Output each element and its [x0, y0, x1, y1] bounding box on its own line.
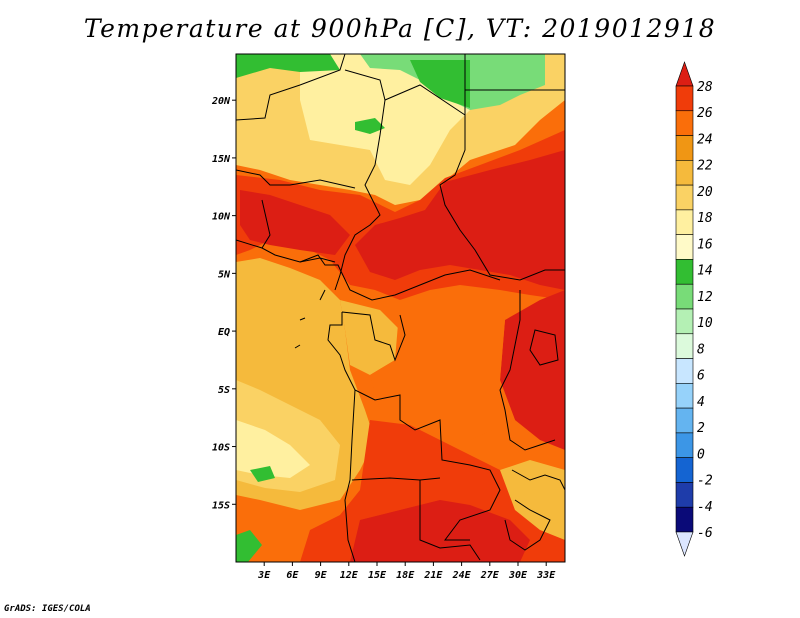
colorbar-level-label: -2 [697, 474, 713, 489]
lat-tick-label: 15N [212, 154, 231, 165]
colorbar-box [675, 383, 694, 409]
lat-tick-label: EQ [218, 327, 230, 338]
border-line [344, 54, 466, 116]
colorbar-box [675, 506, 694, 533]
border-line [294, 289, 326, 349]
colorbar-box [675, 184, 694, 211]
colorbar-level-label: 16 [697, 237, 713, 252]
border-line [504, 499, 551, 551]
colorbar-box [675, 283, 694, 310]
country-borders [236, 54, 565, 562]
longitude-axis: 3E 6E 9E 12E 15E 18E 21E 24E 27E 30E 33E [257, 562, 556, 581]
temperature-field [236, 54, 565, 562]
field-green-spot [355, 118, 385, 134]
colorbar-box [675, 160, 694, 186]
border-line [439, 115, 565, 281]
chart-title: Temperature at 900hPa [C], VT: 201901291… [83, 14, 717, 43]
field-green-sw [236, 530, 262, 562]
lon-tick-label: 9E [315, 570, 328, 581]
colorbar-level-label: -4 [697, 500, 713, 515]
colorbar-box [675, 110, 694, 136]
colorbar-box [675, 432, 694, 458]
lat-tick-label: 15S [212, 500, 230, 511]
colorbar-box [675, 482, 694, 508]
colorbar-box [675, 308, 694, 335]
field-east-hot [500, 290, 565, 450]
lon-tick-label: 33E [536, 570, 556, 581]
field-south-hottest [350, 500, 530, 562]
colorbar-top-triangle [675, 61, 694, 87]
field-green-w [250, 466, 275, 482]
credit-text: GrADS: IGES/COLA [4, 604, 91, 614]
colorbar-level-label: 22 [697, 159, 713, 174]
border-line [341, 311, 406, 362]
border-line [261, 199, 271, 249]
colorbar-box [675, 135, 694, 161]
lon-tick-label: 18E [396, 570, 415, 581]
border-line [299, 254, 501, 301]
field-green-ne-dark [410, 60, 470, 108]
border-line [319, 257, 336, 263]
lat-tick-label: 20N [211, 96, 231, 107]
border-line [327, 312, 501, 541]
colorbar-level-label: 0 [697, 447, 705, 462]
map-frame [235, 53, 566, 563]
colorbar-level-label: 2 [697, 421, 705, 436]
colorbar-level-label: 20 [697, 185, 713, 200]
colorbar-level-label: 24 [697, 132, 713, 147]
colorbar-box [675, 85, 694, 112]
lat-tick-label: 5N [218, 269, 231, 280]
border-line [419, 480, 481, 561]
lon-tick-label: 3E [257, 570, 271, 581]
colorbar-level-label: 8 [697, 342, 705, 357]
border-line [334, 99, 386, 291]
lon-tick-label: 24E [452, 570, 472, 581]
border-line [529, 329, 559, 366]
border-line [236, 169, 356, 189]
colorbar-bottom-triangle [675, 531, 694, 557]
lon-tick-label: 6E [286, 570, 299, 581]
colorbar-box [675, 358, 694, 384]
colorbar-level-label: 26 [697, 106, 713, 121]
lon-tick-label: 27E [480, 570, 500, 581]
colorbar-level-label: 6 [697, 369, 705, 384]
colorbar-box [675, 259, 694, 285]
border-line [351, 477, 441, 481]
lon-tick-label: 12E [340, 570, 359, 581]
colorbar-level-label: 14 [697, 264, 713, 279]
lon-tick-label: 30E [508, 570, 528, 581]
lon-tick-label: 15E [368, 570, 387, 581]
lat-tick-label: 10N [212, 212, 231, 223]
colorbar-box [675, 407, 694, 434]
field-gabon-mild [340, 300, 400, 375]
lon-tick-label: 21E [423, 570, 443, 581]
colorbar-level-label: 18 [697, 211, 713, 226]
colorbar-level-label: 10 [697, 316, 713, 331]
border-line [236, 54, 346, 121]
colorbar-level-label: 28 [697, 80, 713, 95]
colorbar-box [675, 457, 694, 483]
border-line [499, 290, 556, 451]
border-line [511, 469, 565, 491]
lat-tick-label: 10S [212, 443, 230, 454]
latitude-axis: 20N 15N 10N 5N EQ 5S 10S 15S [211, 96, 236, 511]
field-se-mild [500, 460, 565, 540]
field-hottest-east [355, 150, 565, 290]
field-green-north [236, 54, 340, 78]
border-line [344, 389, 356, 562]
colorbar-box [675, 209, 694, 235]
colorbar-box [675, 333, 694, 359]
border-line [236, 239, 321, 263]
lat-tick-label: 5S [218, 385, 230, 396]
colorbar-level-label: 4 [697, 395, 705, 410]
field-west-coolest [236, 420, 310, 478]
colorbar-level-label: 12 [697, 290, 713, 305]
colorbar-box [675, 234, 694, 260]
field-center-orange [370, 290, 515, 440]
colorbar-level-label: -6 [697, 526, 713, 541]
colorbar-boxes [675, 61, 694, 557]
